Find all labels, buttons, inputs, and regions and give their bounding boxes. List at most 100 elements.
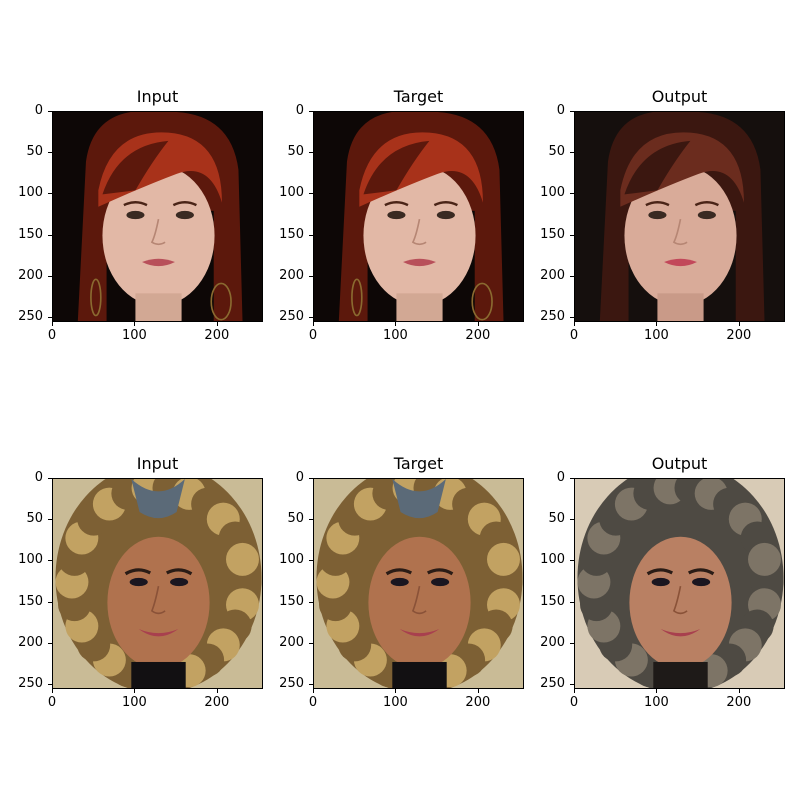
x-tick-label: 200 xyxy=(204,695,230,710)
portrait-image xyxy=(575,479,784,688)
lips xyxy=(138,629,179,637)
y-tick-label: 200 xyxy=(540,267,565,283)
image-panel-output: Output 0 50 100 150 200 250 0 100 200 xyxy=(540,454,785,710)
x-tick-mark xyxy=(52,322,53,326)
panel-title: Input xyxy=(136,87,179,106)
portrait-image xyxy=(314,112,523,321)
eye-right xyxy=(436,210,455,220)
x-tick-label: 0 xyxy=(308,695,318,710)
y-tick-label: 250 xyxy=(18,676,43,692)
y-tick-mark xyxy=(48,317,52,319)
x-tick-mark xyxy=(477,689,479,693)
eye-left xyxy=(126,210,145,220)
eye-right xyxy=(697,210,716,220)
brow-left xyxy=(124,568,152,576)
earring-left xyxy=(351,278,363,317)
x-tick-mark xyxy=(313,689,314,693)
panel-title: Target xyxy=(393,454,444,473)
nose xyxy=(150,585,166,615)
x-tick-label: 0 xyxy=(569,695,579,710)
y-tick-mark xyxy=(570,193,574,195)
y-tick-mark xyxy=(48,234,52,236)
y-tick-mark xyxy=(309,152,313,154)
brow-right xyxy=(172,201,197,207)
brow-left xyxy=(385,568,413,576)
x-tick-label: 0 xyxy=(308,328,318,343)
y-tick-label: 50 xyxy=(287,511,304,527)
y-tick-label: 0 xyxy=(295,103,304,118)
y-tick-mark xyxy=(309,684,313,686)
earring-left xyxy=(90,278,102,317)
hair-curl xyxy=(487,542,520,576)
lips xyxy=(660,629,701,637)
y-tick-label: 50 xyxy=(287,144,304,160)
y-tick-label: 0 xyxy=(34,470,43,485)
y-tick-label: 150 xyxy=(279,226,304,242)
hair-shadow xyxy=(363,140,430,195)
image-panel-target: Target 0 50 100 150 200 250 0 100 200 xyxy=(279,454,524,710)
x-tick-mark xyxy=(313,322,314,326)
hair-roots xyxy=(131,479,185,519)
x-tick-label: 100 xyxy=(644,328,669,343)
y-tick-mark xyxy=(48,642,52,644)
y-tick-label: 200 xyxy=(279,634,304,650)
panel-title: Output xyxy=(651,87,708,106)
image-area xyxy=(52,111,263,322)
neck xyxy=(396,293,443,321)
eye-left xyxy=(651,577,670,587)
y-tick-mark xyxy=(48,560,52,562)
x-tick-mark xyxy=(574,322,575,326)
y-tick-mark xyxy=(309,478,313,479)
portrait-image xyxy=(314,479,523,688)
image-panel-input: Input 0 50 100 150 200 250 0 100 200 xyxy=(18,454,263,710)
y-tick-label: 200 xyxy=(279,267,304,283)
panel-title: Target xyxy=(393,87,444,106)
x-tick-label: 100 xyxy=(383,328,408,343)
y-tick-mark xyxy=(570,234,574,236)
y-tick-mark xyxy=(309,193,313,195)
y-tick-mark xyxy=(309,642,313,644)
y-tick-mark xyxy=(48,478,52,479)
face xyxy=(363,165,476,306)
face xyxy=(368,536,471,669)
y-tick-label: 200 xyxy=(18,267,43,283)
x-tick-mark xyxy=(216,322,218,326)
x-tick-mark xyxy=(738,322,740,326)
y-tick-label: 100 xyxy=(18,552,43,568)
eye-left xyxy=(648,210,667,220)
nose xyxy=(672,218,688,246)
x-tick-label: 100 xyxy=(122,695,147,710)
y-tick-mark xyxy=(309,275,313,277)
image-area xyxy=(574,111,785,322)
y-tick-mark xyxy=(570,111,574,112)
y-tick-mark xyxy=(570,478,574,479)
x-tick-label: 200 xyxy=(726,695,752,710)
x-tick-mark xyxy=(738,689,740,693)
y-tick-mark xyxy=(309,234,313,236)
neck xyxy=(657,293,704,321)
hair-roots xyxy=(392,479,446,519)
hair-curl xyxy=(748,542,781,576)
lips xyxy=(399,629,440,637)
nose xyxy=(411,585,427,615)
y-tick-mark xyxy=(570,642,574,644)
x-tick-mark xyxy=(52,689,53,693)
y-tick-label: 50 xyxy=(548,511,565,527)
neck-collar xyxy=(392,661,447,688)
y-tick-mark xyxy=(309,519,313,521)
y-tick-label: 200 xyxy=(540,634,565,650)
x-tick-label: 200 xyxy=(465,695,491,710)
y-tick-mark xyxy=(48,601,52,603)
x-tick-mark xyxy=(477,322,479,326)
x-tick-mark xyxy=(395,689,397,693)
brow-left xyxy=(123,201,148,207)
x-tick-label: 0 xyxy=(569,328,579,343)
eye-right xyxy=(175,210,194,220)
face xyxy=(629,536,732,669)
y-tick-mark xyxy=(309,317,313,319)
eye-right xyxy=(431,577,450,587)
nose xyxy=(672,585,688,615)
earring-right xyxy=(471,282,493,321)
y-tick-label: 150 xyxy=(18,226,43,242)
x-tick-label: 100 xyxy=(122,328,147,343)
